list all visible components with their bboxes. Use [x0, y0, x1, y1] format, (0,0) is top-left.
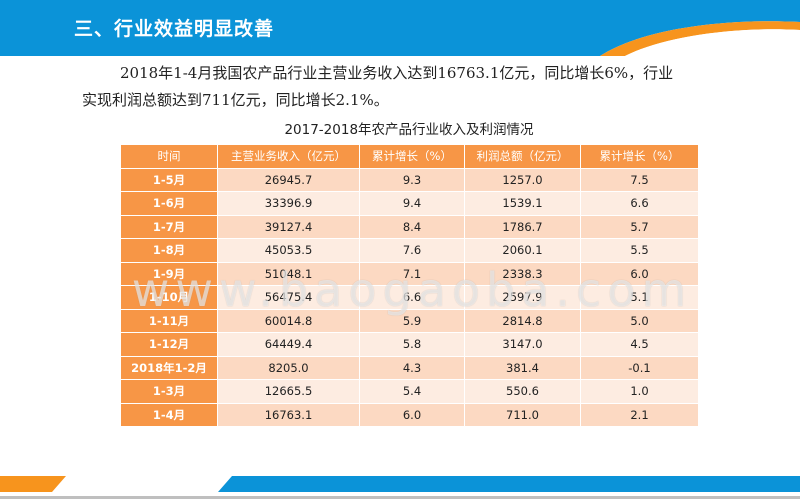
cell-profit: 2814.8 [464, 308, 581, 333]
table-row: 1-3月 12665.5 5.4 550.6 1.0 [120, 379, 699, 404]
cell-profit: 1786.7 [464, 214, 581, 239]
summary-paragraph: 2018年1-4月我国农产品行业主营业务收入达到16763.1亿元，同比增长6%… [82, 60, 722, 114]
cell-revenue-growth: 7.6 [359, 238, 465, 263]
page-title: 三、行业效益明显改善 [74, 18, 275, 40]
cell-profit: 2597.9 [464, 285, 581, 310]
table-row: 1-4月 16763.1 6.0 711.0 2.1 [120, 402, 699, 427]
table-row: 1-7月 39127.4 8.4 1786.7 5.7 [120, 214, 699, 239]
cell-revenue-growth: 5.9 [359, 308, 465, 333]
row-period: 1-7月 [120, 214, 218, 239]
cell-profit-growth: 6.0 [580, 261, 699, 286]
cell-profit-growth: 1.0 [580, 379, 699, 404]
table-row: 1-8月 45053.5 7.6 2060.1 5.5 [120, 238, 699, 263]
footer-graphic [0, 476, 800, 499]
table-caption: 2017-2018年农产品行业收入及利润情况 [284, 122, 534, 138]
cell-revenue-growth: 7.1 [359, 261, 465, 286]
header-revenue: 主营业务收入（亿元） [217, 144, 360, 169]
row-period: 1-10月 [120, 285, 218, 310]
cell-profit-growth: 5.5 [580, 238, 699, 263]
revenue-profit-table: 时间 主营业务收入（亿元） 累计增长（%） 利润总额（亿元） 累计增长（%） 1… [120, 144, 699, 427]
row-period: 1-6月 [120, 191, 218, 216]
table-header-row: 时间 主营业务收入（亿元） 累计增长（%） 利润总额（亿元） 累计增长（%） [120, 144, 699, 169]
cell-revenue-growth: 4.3 [359, 355, 465, 380]
cell-revenue: 33396.9 [217, 191, 360, 216]
cell-revenue: 56475.4 [217, 285, 360, 310]
row-period: 1-12月 [120, 332, 218, 357]
cell-revenue: 39127.4 [217, 214, 360, 239]
cell-revenue-growth: 5.4 [359, 379, 465, 404]
cell-profit-growth: 5.7 [580, 214, 699, 239]
row-period: 2018年1-2月 [120, 355, 218, 380]
row-period: 1-8月 [120, 238, 218, 263]
header-graphic [0, 0, 800, 56]
cell-revenue-growth: 6.0 [359, 402, 465, 427]
table-row: 1-11月 60014.8 5.9 2814.8 5.0 [120, 308, 699, 333]
cell-revenue: 8205.0 [217, 355, 360, 380]
summary-line-2: 实现利润总额达到711亿元，同比增长2.1%。 [82, 91, 389, 109]
row-period: 1-3月 [120, 379, 218, 404]
cell-revenue-growth: 9.4 [359, 191, 465, 216]
cell-revenue-growth: 6.6 [359, 285, 465, 310]
cell-profit-growth: 4.5 [580, 332, 699, 357]
row-period: 1-11月 [120, 308, 218, 333]
cell-profit-growth: 2.1 [580, 402, 699, 427]
table-row: 1-9月 51048.1 7.1 2338.3 6.0 [120, 261, 699, 286]
header-profit-growth: 累计增长（%） [580, 144, 699, 169]
cell-revenue-growth: 5.8 [359, 332, 465, 357]
summary-line-1: 2018年1-4月我国农产品行业主营业务收入达到16763.1亿元，同比增长6%… [120, 64, 674, 82]
row-period: 1-5月 [120, 167, 218, 192]
cell-profit-growth: -0.1 [580, 355, 699, 380]
cell-revenue: 16763.1 [217, 402, 360, 427]
cell-profit-growth: 5.0 [580, 308, 699, 333]
cell-profit: 2338.3 [464, 261, 581, 286]
table-row: 1-6月 33396.9 9.4 1539.1 6.6 [120, 191, 699, 216]
header-time: 时间 [120, 144, 218, 169]
row-period: 1-4月 [120, 402, 218, 427]
cell-profit-growth: 6.6 [580, 191, 699, 216]
cell-profit: 1539.1 [464, 191, 581, 216]
cell-profit-growth: 7.5 [580, 167, 699, 192]
cell-revenue: 45053.5 [217, 238, 360, 263]
table-row: 1-5月 26945.7 9.3 1257.0 7.5 [120, 167, 699, 192]
table-row: 2018年1-2月 8205.0 4.3 381.4 -0.1 [120, 355, 699, 380]
cell-profit: 711.0 [464, 402, 581, 427]
cell-revenue-growth: 8.4 [359, 214, 465, 239]
cell-profit: 550.6 [464, 379, 581, 404]
header-revenue-growth: 累计增长（%） [359, 144, 465, 169]
cell-revenue: 64449.4 [217, 332, 360, 357]
cell-revenue: 12665.5 [217, 379, 360, 404]
cell-profit: 3147.0 [464, 332, 581, 357]
cell-profit: 381.4 [464, 355, 581, 380]
cell-revenue-growth: 9.3 [359, 167, 465, 192]
header-banner: 三、行业效益明显改善 [0, 0, 800, 56]
cell-profit-growth: 5.1 [580, 285, 699, 310]
cell-profit: 1257.0 [464, 167, 581, 192]
table-row: 1-12月 64449.4 5.8 3147.0 4.5 [120, 332, 699, 357]
header-profit: 利润总额（亿元） [464, 144, 581, 169]
cell-revenue: 60014.8 [217, 308, 360, 333]
cell-profit: 2060.1 [464, 238, 581, 263]
table-row: 1-10月 56475.4 6.6 2597.9 5.1 [120, 285, 699, 310]
cell-revenue: 51048.1 [217, 261, 360, 286]
row-period: 1-9月 [120, 261, 218, 286]
cell-revenue: 26945.7 [217, 167, 360, 192]
